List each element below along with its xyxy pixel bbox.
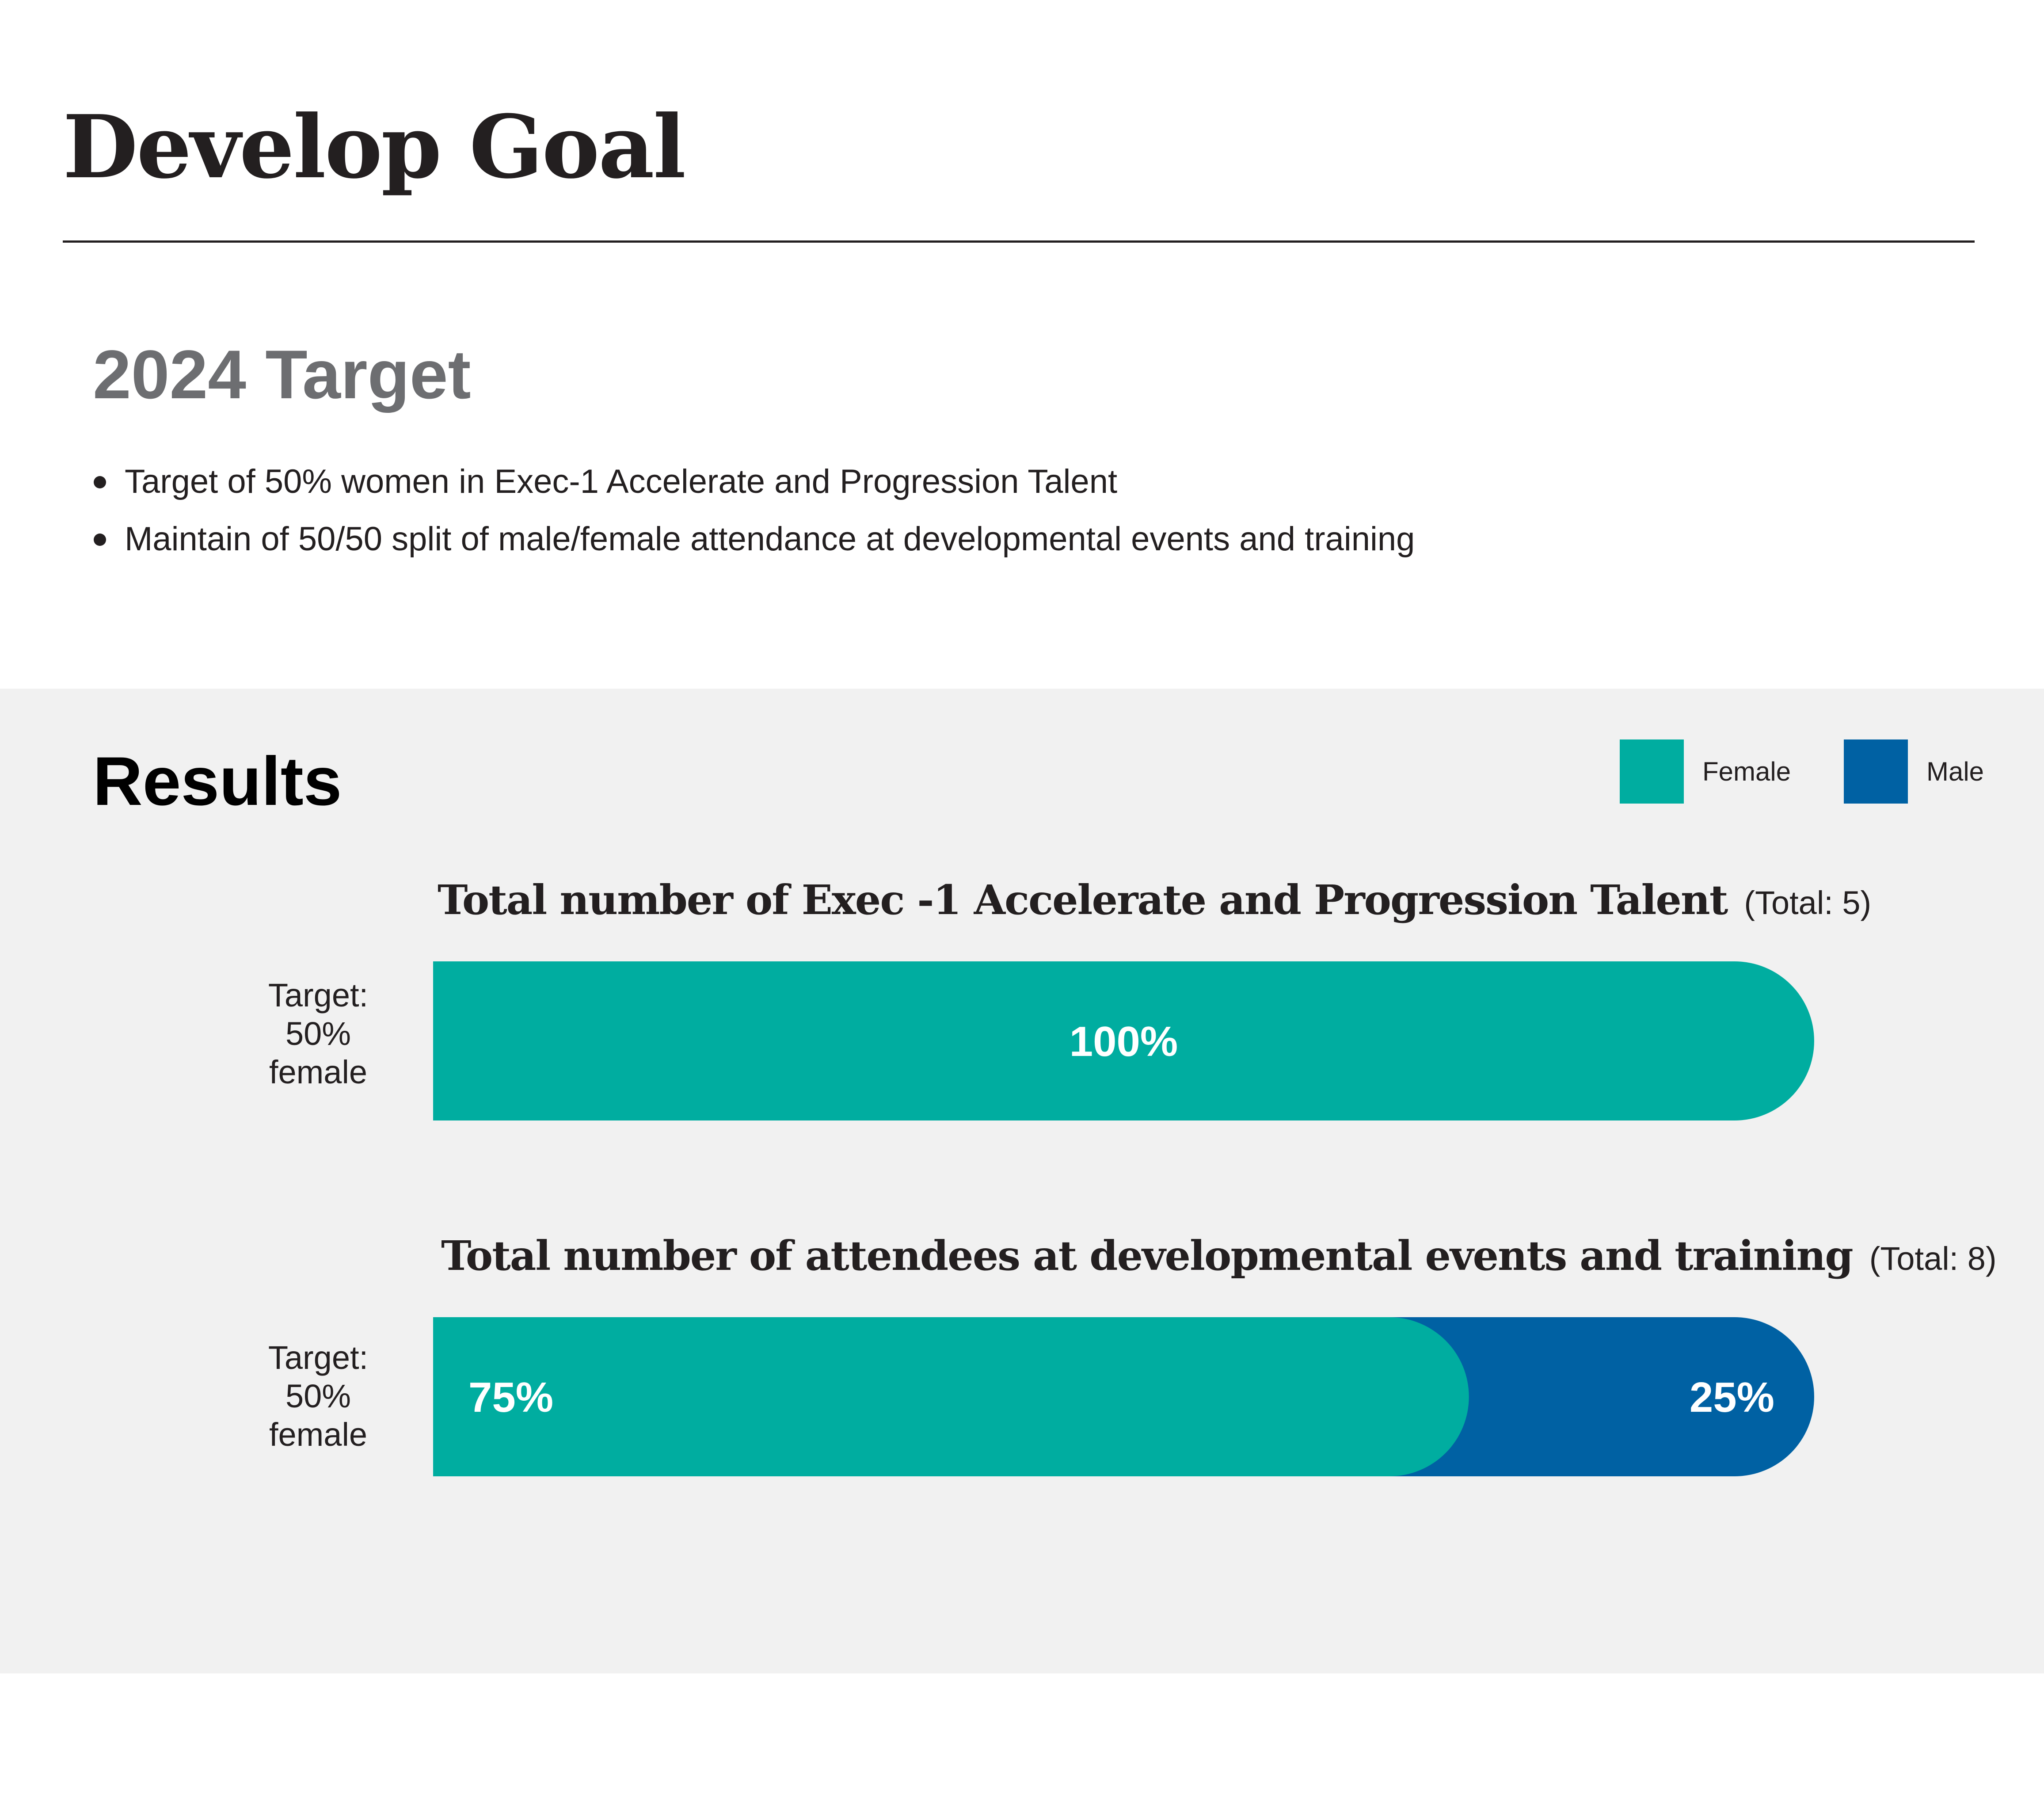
target-label: Target: 50% female: [230, 976, 407, 1091]
target-label-line: female: [269, 1054, 368, 1090]
stacked-bar-chart: 75% 25%: [433, 1317, 1814, 1476]
target-bullet-item: Maintain of 50/50 split of male/female a…: [93, 511, 1415, 568]
legend-item-female: Female: [1620, 739, 1791, 804]
chart-total-label: (Total: 5): [1744, 884, 1872, 921]
target-bullet-item: Target of 50% women in Exec-1 Accelerate…: [93, 453, 1415, 511]
target-label-line: 50%: [285, 1015, 351, 1052]
target-bullet-text: Target of 50% women in Exec-1 Accelerate…: [125, 463, 1118, 500]
bar-value-label-male: 25%: [1690, 1374, 1774, 1421]
legend-label-male: Male: [1926, 757, 1984, 786]
target-bullet-text: Maintain of 50/50 split of male/female a…: [125, 520, 1415, 558]
chart-title-text: Total number of Exec -1 Accelerate and P…: [438, 876, 1728, 924]
chart-total-label: (Total: 8): [1869, 1240, 1997, 1277]
legend-item-male: Male: [1844, 739, 1984, 804]
target-label: Target: 50% female: [230, 1338, 407, 1454]
title-divider: [63, 240, 1975, 243]
bar-value-label-female: 100%: [1070, 1018, 1178, 1065]
target-label-line: 50%: [285, 1378, 351, 1414]
results-heading: Results: [93, 743, 342, 820]
chart-title: Total number of Exec -1 Accelerate and P…: [438, 876, 1871, 929]
page-title: Develop Goal: [63, 96, 686, 198]
chart-title: Total number of attendees at development…: [441, 1232, 1997, 1285]
legend-swatch-female: [1620, 739, 1684, 804]
chart-title-text: Total number of attendees at development…: [441, 1232, 1854, 1280]
target-label-line: Target:: [268, 1339, 369, 1376]
bar-segment-male: [1389, 1317, 1814, 1476]
results-panel: [0, 689, 2044, 1673]
bar-value-label-female: 75%: [468, 1374, 553, 1421]
target-label-line: Target:: [268, 977, 369, 1014]
stacked-bar-chart: 100%: [433, 961, 1814, 1120]
target-heading: 2024 Target: [93, 336, 471, 413]
legend-label-female: Female: [1702, 757, 1791, 786]
target-label-line: female: [269, 1416, 368, 1453]
bullet-icon: [94, 476, 106, 488]
target-bullet-list: Target of 50% women in Exec-1 Accelerate…: [93, 453, 1415, 568]
legend-swatch-male: [1844, 739, 1908, 804]
bar-segment-female: [433, 1317, 1469, 1476]
bullet-icon: [94, 534, 106, 546]
bar-segment-female: [433, 961, 1814, 1120]
